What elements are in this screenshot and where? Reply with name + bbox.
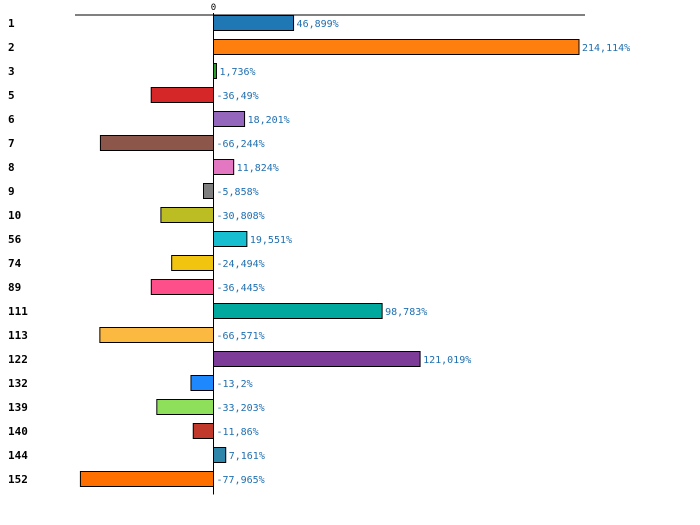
bar-132 [190,375,215,391]
value-label: 11,824% [237,163,279,174]
category-label: 8 [8,161,15,174]
bar-122 [213,351,421,367]
bar-139 [156,399,215,415]
value-label: -33,203% [217,403,265,414]
bar-74 [171,255,214,271]
category-label: 1 [8,17,15,30]
bars [79,15,580,487]
bar-111 [213,303,383,319]
bar-144 [213,447,227,463]
category-label: 144 [8,449,28,462]
value-label: -24,494% [217,259,265,270]
bar-5 [150,87,215,103]
category-label: 74 [8,257,22,270]
value-label: -5,858% [217,187,259,198]
value-label: 214,114% [582,43,630,54]
value-label: 7,161% [229,451,265,462]
value-label: -77,965% [217,475,265,486]
value-label: 98,783% [385,307,427,318]
category-label: 132 [8,377,28,390]
value-label: -30,808% [217,211,265,222]
category-label: 2 [8,41,15,54]
bar-152 [79,471,214,487]
category-label: 113 [8,329,28,342]
category-label: 7 [8,137,15,150]
bar-10 [160,207,215,223]
bar-7 [99,135,214,151]
category-label: 152 [8,473,28,486]
bar-8 [213,159,235,175]
value-label: -36,445% [217,283,265,294]
value-label: 19,551% [250,235,292,246]
category-label: 9 [8,185,15,198]
bar-6 [213,111,246,127]
category-label: 56 [8,233,22,246]
bar-113 [99,327,214,343]
value-label: -66,244% [217,139,265,150]
tick-labels: 0 [211,3,216,13]
bar-2 [213,39,580,55]
value-label: 121,019% [423,355,471,366]
value-label: 18,201% [248,115,290,126]
category-label: 89 [8,281,21,294]
category-label: 10 [8,209,21,222]
bar-56 [213,231,248,247]
bar-1 [213,15,295,31]
category-label: 6 [8,113,15,126]
value-label: -11,86% [217,427,259,438]
bar-3 [213,63,217,79]
category-label: 3 [8,65,15,78]
bar-140 [192,423,214,439]
category-label: 122 [8,353,28,366]
bar-89 [150,279,214,295]
x-tick-label: 0 [211,3,216,13]
value-label: -36,49% [217,91,259,102]
bar-9 [203,183,215,199]
category-label: 5 [8,89,15,102]
category-label: 111 [8,305,28,318]
category-label: 140 [8,425,28,438]
value-label: 46,899% [297,19,339,30]
value-label: -13,2% [217,379,253,390]
value-labels: 46,899% 214,114% 1,736% -36,49% 18,201% -66,2… [217,19,631,486]
value-label: 1,736% [219,67,255,78]
value-label: -66,571% [217,331,265,342]
category-label: 139 [8,401,28,414]
